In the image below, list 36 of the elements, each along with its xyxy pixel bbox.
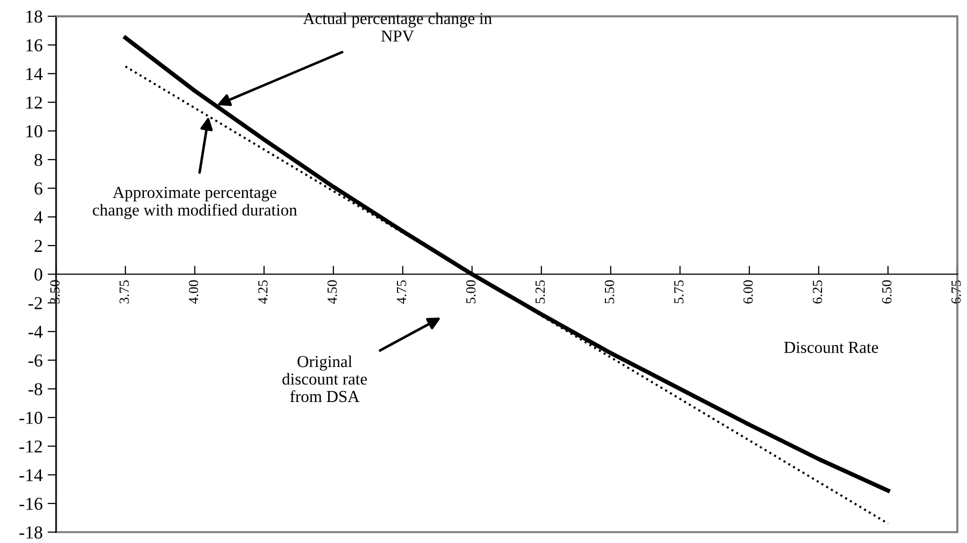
y-tick-label: 18 xyxy=(26,10,42,23)
y-tick-label: -12 xyxy=(19,440,42,452)
x-tick-label: 5.00 xyxy=(466,280,476,304)
y-tick-label: -8 xyxy=(28,383,42,396)
x-axis-title: Discount Rate xyxy=(784,342,878,354)
y-tick-label: 4 xyxy=(34,211,43,224)
y-tick-label: -16 xyxy=(19,498,42,510)
x-tick-label: 5.25 xyxy=(536,280,545,304)
x-tick-label: 4.00 xyxy=(188,280,198,304)
x-tick-label: 5.50 xyxy=(604,280,614,304)
y-tick-label: -18 xyxy=(19,526,42,539)
y-tick-label: 10 xyxy=(26,125,42,138)
x-tick-label: 6.50 xyxy=(882,280,892,304)
y-tick-label: 16 xyxy=(26,39,42,52)
y-tick-label: 6 xyxy=(34,182,42,195)
x-tick-label: 6.25 xyxy=(812,280,822,304)
y-tick-label: -14 xyxy=(19,469,43,482)
y-tick-label: -2 xyxy=(28,297,42,310)
annotation: Actual percentage change in NPV xyxy=(303,12,492,42)
y-tick-label: 0 xyxy=(34,268,42,281)
y-tick-label: 12 xyxy=(26,96,42,109)
y-tick-label: -6 xyxy=(28,354,42,367)
x-tick-label: 3.75 xyxy=(120,280,129,304)
x-tick-label: 4.50 xyxy=(327,280,337,304)
x-tick-label: 4.25 xyxy=(258,280,268,304)
x-tick-label: 6.00 xyxy=(743,280,753,304)
x-tick-label: 4.75 xyxy=(396,280,406,304)
y-tick-label: 2 xyxy=(34,240,42,252)
y-tick-label: 8 xyxy=(34,154,42,166)
x-tick-label: 6.75 xyxy=(951,280,961,304)
y-tick-label: 14 xyxy=(26,68,43,80)
x-tick-label: 5.75 xyxy=(674,280,684,304)
annotation: Approximate percentage change with modified duration xyxy=(92,186,297,220)
y-tick-label: -4 xyxy=(28,326,43,338)
annotation: Original discount rate from DSA xyxy=(282,355,367,402)
y-tick-label: -10 xyxy=(19,412,42,424)
